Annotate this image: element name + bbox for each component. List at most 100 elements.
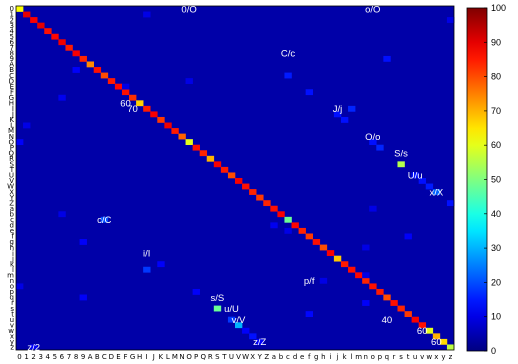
- heatmap-cell-diagonal-5: [51, 33, 59, 40]
- y-tick-label: r: [11, 299, 14, 307]
- x-tick-label: J: [152, 353, 155, 361]
- y-tick-label: T: [9, 166, 15, 174]
- heatmap-cell-diagonal-J: [150, 111, 158, 118]
- x-tick-label: S: [215, 353, 220, 361]
- heatmap-cell-diagonal-6: [58, 39, 66, 46]
- y-tick-label: d: [10, 222, 14, 230]
- cell-annotation: c/C: [97, 215, 111, 226]
- cell-annotation: u/U: [224, 304, 239, 315]
- heatmap-cell-diagonal-Z: [263, 200, 271, 207]
- x-tick-label: 1: [24, 353, 28, 361]
- heatmap-cell-O-o: [369, 139, 377, 146]
- heatmap-cell-p-P: [192, 288, 200, 295]
- heatmap-cell-diagonal-h: [319, 244, 328, 251]
- heatmap-cell-diagonal-x: [432, 333, 441, 340]
- cell-annotation: z/Z: [253, 337, 266, 348]
- y-tick-label: a: [10, 205, 14, 213]
- heatmap-cell-diagonal-C: [100, 72, 109, 79]
- cell-annotation: v/V: [232, 315, 246, 326]
- x-tick-label: c: [286, 353, 290, 361]
- y-tick-label: H: [9, 100, 14, 108]
- cell-annotation: p/f: [304, 276, 315, 287]
- heatmap-cell-E-F: [121, 83, 130, 90]
- y-tick-label: z: [10, 344, 14, 352]
- x-tick-label: T: [221, 353, 227, 361]
- heatmap-cell-diagonal-s: [397, 305, 405, 312]
- heatmap-cell-diagonal-3: [37, 22, 45, 29]
- heatmap-cell-s-S: [213, 305, 222, 312]
- heatmap-cell-h-n: [362, 244, 370, 251]
- heatmap-cell-Z-z: [446, 200, 455, 207]
- heatmap-cell-y-Y: [256, 338, 264, 345]
- heatmap-cell-C-c: [284, 72, 292, 79]
- colorbar-tick-label: 100: [491, 3, 506, 13]
- heatmap-cell-n-h: [319, 277, 328, 284]
- heatmap-cell-diagonal-O: [185, 139, 193, 146]
- heatmap-cell-diagonal-K: [157, 116, 165, 123]
- colorbar-tick-label: 30: [491, 243, 501, 253]
- x-tick-label: 3: [38, 353, 42, 361]
- x-tick-label: X: [250, 353, 255, 361]
- x-tick-label: W: [242, 353, 249, 361]
- heatmap-cell-diagonal-8: [72, 50, 80, 57]
- y-tick-label: 7: [10, 44, 14, 52]
- heatmap-cell-diagonal-e: [298, 227, 306, 234]
- colorbar-tick-label: 60: [491, 140, 501, 150]
- y-tick-label: 8: [10, 50, 14, 58]
- y-tick-label: 2: [10, 16, 14, 24]
- cell-annotation: S/s: [394, 149, 408, 160]
- heatmap-cell-diagonal-T: [220, 166, 229, 173]
- y-tick-label: i: [12, 249, 14, 257]
- x-tick-label: 8: [74, 353, 78, 361]
- heatmap-cell-diagonal-F: [121, 89, 130, 96]
- y-tick-label: t: [11, 310, 14, 318]
- plot-frame: [15, 5, 455, 351]
- heatmap-cell-O-0: [16, 139, 24, 146]
- y-tick-label: R: [9, 155, 14, 163]
- y-tick-label: m: [7, 272, 14, 280]
- heatmap-cell-diagonal-P: [192, 144, 200, 151]
- x-tick-label: G: [130, 353, 135, 361]
- heatmap-cell-diagonal-D: [107, 78, 116, 84]
- heatmap-cell-diagonal-k: [340, 261, 349, 268]
- y-tick-label: E: [10, 83, 14, 91]
- y-tick-label: w: [8, 327, 14, 335]
- x-tick-label: n: [363, 353, 367, 361]
- heatmap-cell-diagonal-G: [129, 94, 137, 101]
- y-tick-label: 1: [10, 11, 14, 19]
- x-tick-label: Y: [257, 353, 263, 361]
- y-tick-label: p: [10, 288, 15, 296]
- heatmap-cell-w-W: [242, 327, 250, 334]
- x-tick-label: l: [351, 353, 353, 361]
- heatmap-cell-diagonal-d: [291, 222, 299, 229]
- heatmap-cell-diagonal-V: [235, 178, 243, 184]
- x-tick-label: B: [95, 353, 100, 361]
- heatmap-cell-diagonal-l: [348, 266, 356, 273]
- y-tick-label: u: [10, 316, 14, 324]
- x-tick-label: 9: [81, 353, 85, 361]
- heatmap-cell-diagonal-M: [171, 128, 179, 134]
- heatmap-cell-k-K: [157, 261, 165, 268]
- heatmap-cell-S-s: [397, 161, 405, 168]
- x-tick-label: 5: [53, 353, 57, 361]
- x-tick-label: g: [314, 353, 318, 361]
- y-tick-label: V: [9, 177, 14, 185]
- heatmap-cell-B-8: [72, 67, 80, 73]
- colorbar-tick-label: 40: [491, 209, 501, 219]
- y-tick-label: y: [10, 338, 14, 346]
- heatmap-cell-diagonal-q: [383, 294, 391, 301]
- heatmap-cell-diagonal-f: [305, 233, 314, 240]
- x-tick-label: b: [279, 353, 284, 361]
- heatmap-cell-q-9: [79, 294, 87, 301]
- heatmap-cell-diagonal-H: [136, 100, 144, 107]
- heatmap-cell-diagonal-4: [44, 28, 52, 35]
- y-tick-label: j: [11, 255, 14, 263]
- heatmap-cell-o-0: [16, 283, 24, 290]
- heatmap-cell-t-f: [305, 311, 314, 318]
- x-tick-label: Z: [264, 353, 269, 361]
- y-tick-label: h: [10, 244, 14, 252]
- heatmap-cell-a-o: [369, 205, 377, 212]
- x-tick-label: q: [385, 353, 389, 361]
- heatmap-cell-diagonal-2: [30, 17, 38, 23]
- y-tick-label: A: [9, 61, 14, 69]
